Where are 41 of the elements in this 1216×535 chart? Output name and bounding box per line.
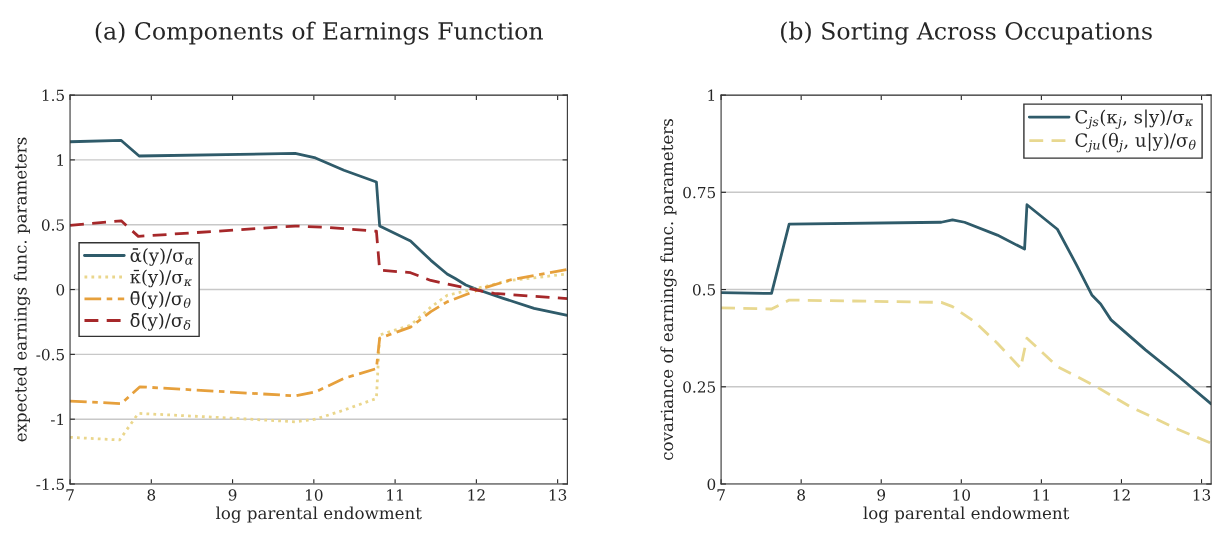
x-tick-label: 11 [387, 489, 403, 501]
y-tick-label: -0.5 [36, 348, 64, 361]
x-tick-label: 7 [66, 489, 74, 501]
y-axis-title: covariance of earnings func. parameters [660, 119, 677, 461]
x-tick-label: 10 [305, 489, 323, 501]
y-tick-label: 0.5 [41, 219, 64, 231]
y-tick-label: 0.25 [683, 381, 716, 393]
line-series [721, 203, 1212, 406]
y-tick-label: 0 [707, 478, 716, 491]
legend-label: ᾱ(y)/σ$_{α}$ [130, 248, 193, 266]
legend-label: C$_{ju}$(θ$_{j}$, u|y)/σ$_{θ}$ [1075, 132, 1196, 153]
y-tick-label: 1 [708, 89, 715, 101]
y-tick-label: -1 [50, 413, 64, 425]
legend-label: κ̄(y)/σ$_{κ}$ [130, 269, 192, 288]
line-series [70, 268, 568, 406]
x-tick-label: 8 [797, 489, 805, 501]
x-tick-label: 8 [147, 489, 156, 501]
x-tick-label: 11 [1033, 489, 1049, 501]
chart-title: (a) Components of Earnings Function [95, 21, 543, 45]
y-axis-title: expected earnings func. parameters [13, 137, 31, 442]
y-tick-label: -1.5 [36, 478, 64, 491]
x-axis-title: log parental endowment [863, 506, 1070, 523]
x-tick-label: 7 [717, 489, 725, 501]
y-tick-label: 1.5 [42, 89, 64, 102]
legend-label: δ̄(y)/σ$_{δ}$ [130, 312, 191, 331]
x-tick-label: 12 [1113, 489, 1130, 501]
y-tick-label: 0 [56, 284, 65, 296]
x-tick-label: 10 [953, 489, 971, 501]
y-tick-label: 0.5 [692, 284, 716, 296]
x-tick-label: 12 [468, 489, 485, 501]
y-tick-label: 1 [57, 154, 64, 166]
line-series [721, 298, 1212, 445]
legend-label: θ̄(y)/σ$_{θ}$ [130, 291, 191, 309]
y-tick-label: 0.75 [683, 186, 716, 199]
x-tick-label: 9 [228, 489, 237, 501]
x-tick-label: 13 [1193, 489, 1211, 501]
legend-label: C$_{js}$(κ$_{j}$, s|y)/σ$_{κ}$ [1075, 109, 1193, 129]
x-tick-label: 9 [877, 489, 886, 501]
chart-title: (b) Sorting Across Occupations [781, 21, 1152, 45]
x-tick-label: 13 [549, 489, 567, 501]
x-axis-title: log parental endowment [215, 506, 422, 523]
